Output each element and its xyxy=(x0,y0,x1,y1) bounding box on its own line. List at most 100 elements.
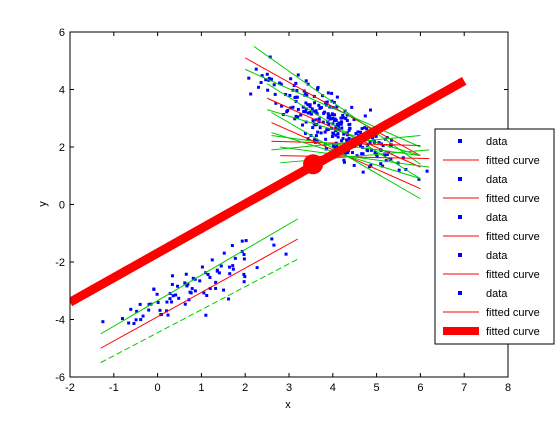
data-point xyxy=(293,117,297,121)
data-point xyxy=(377,141,381,145)
data-point xyxy=(335,144,339,148)
data-point xyxy=(348,126,352,130)
data-point xyxy=(306,103,310,107)
data-point xyxy=(397,168,401,172)
data-point xyxy=(134,318,138,322)
data-point xyxy=(296,73,300,77)
x-tick-label: 4 xyxy=(330,382,336,394)
data-point xyxy=(222,251,226,255)
data-point xyxy=(331,144,335,148)
global-center-marker xyxy=(303,154,324,175)
data-point xyxy=(174,293,178,297)
data-point xyxy=(330,135,334,139)
data-point xyxy=(335,95,339,99)
data-point xyxy=(302,109,306,113)
y-tick-label: 2 xyxy=(59,142,65,154)
legend-marker xyxy=(458,177,462,181)
data-point xyxy=(347,128,351,132)
data-point xyxy=(301,105,305,109)
data-point xyxy=(375,155,379,159)
data-point xyxy=(345,138,349,142)
data-point xyxy=(368,140,372,144)
data-point xyxy=(294,95,298,99)
data-point xyxy=(369,163,373,167)
data-point xyxy=(327,113,331,117)
legend-label: data xyxy=(486,136,508,148)
data-point xyxy=(326,91,330,95)
data-point xyxy=(268,55,272,59)
data-point xyxy=(384,159,388,163)
data-point xyxy=(184,272,188,276)
data-point xyxy=(363,126,367,130)
legend-label: fitted curve xyxy=(486,307,540,319)
data-point xyxy=(272,83,276,87)
data-point xyxy=(295,89,299,93)
data-point xyxy=(323,110,327,114)
data-point xyxy=(273,92,277,96)
confidence-line xyxy=(100,258,298,364)
legend: data fitted curve data fitted curve data fitt… xyxy=(434,128,555,345)
data-point xyxy=(379,162,383,166)
x-tick-label: -2 xyxy=(65,382,75,394)
data-point xyxy=(170,300,174,304)
x-tick-label: 2 xyxy=(242,382,248,394)
data-point xyxy=(344,117,348,121)
global-fitted-curve xyxy=(70,76,467,307)
x-tick-label: 3 xyxy=(286,382,292,394)
data-point xyxy=(164,309,168,313)
data-point xyxy=(354,132,358,136)
data-point xyxy=(284,252,288,256)
data-point xyxy=(230,244,234,248)
data-point xyxy=(381,144,385,148)
legend-marker xyxy=(458,215,462,219)
data-point xyxy=(215,268,219,272)
data-point xyxy=(264,78,268,82)
legend-label: data xyxy=(486,174,508,186)
data-point xyxy=(304,79,308,83)
data-point xyxy=(320,94,324,98)
data-point xyxy=(337,127,341,131)
data-point xyxy=(272,243,276,247)
confidence-line xyxy=(100,218,299,335)
data-point xyxy=(214,286,218,290)
data-point xyxy=(219,264,223,268)
data-point xyxy=(166,313,170,317)
legend-label: fitted curve xyxy=(486,269,540,281)
data-point xyxy=(315,139,319,143)
data-point xyxy=(360,152,364,156)
data-point xyxy=(296,115,300,119)
data-point xyxy=(309,112,313,116)
data-point xyxy=(285,110,289,114)
data-point xyxy=(183,281,187,285)
data-point xyxy=(326,116,330,120)
data-point xyxy=(345,119,349,123)
data-point xyxy=(317,103,321,107)
data-point xyxy=(289,77,293,81)
data-point xyxy=(312,110,316,114)
y-tick-label: -2 xyxy=(55,257,65,269)
data-point xyxy=(308,103,312,107)
legend-label: data xyxy=(486,250,508,262)
data-point xyxy=(280,104,284,108)
data-point xyxy=(331,116,335,120)
data-point xyxy=(171,274,175,278)
data-point xyxy=(332,119,336,123)
data-point xyxy=(138,302,142,306)
data-point xyxy=(127,321,131,325)
data-point xyxy=(240,239,244,243)
data-point xyxy=(381,164,385,168)
data-point xyxy=(210,258,214,262)
data-point xyxy=(171,294,175,298)
data-point xyxy=(132,321,136,325)
data-point xyxy=(336,132,340,136)
data-point xyxy=(316,130,320,134)
x-axis-label: x xyxy=(285,399,291,411)
data-point xyxy=(284,92,288,96)
data-point xyxy=(139,318,143,322)
data-point xyxy=(342,116,346,120)
data-point xyxy=(177,296,181,300)
data-point xyxy=(334,133,338,137)
data-point xyxy=(326,128,330,132)
